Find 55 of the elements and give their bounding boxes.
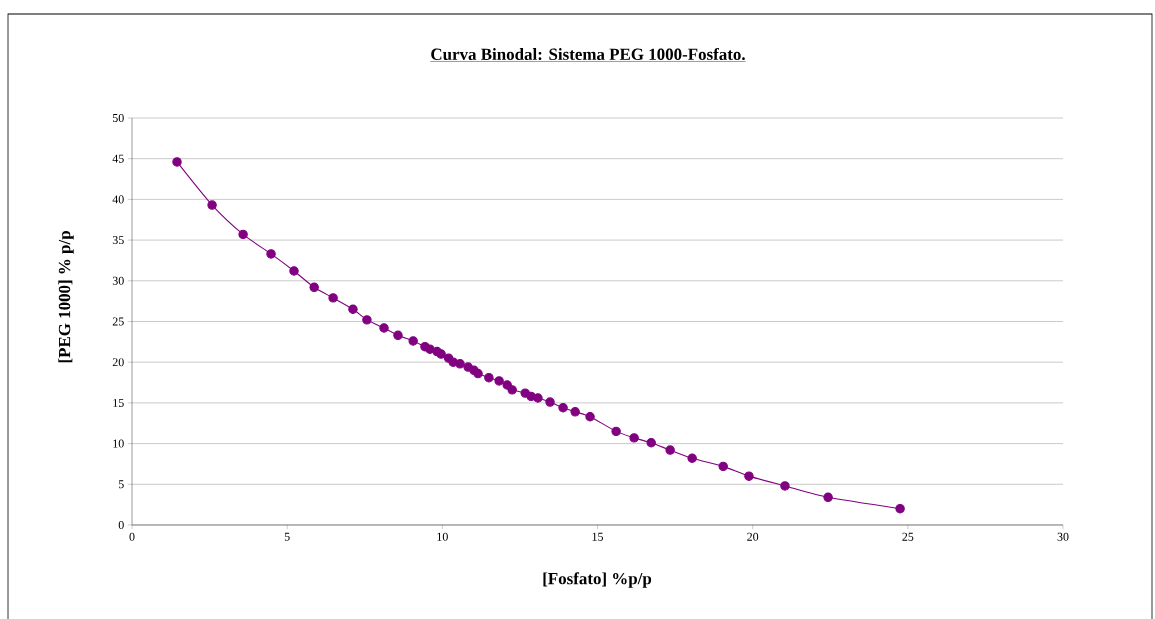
point — [328, 293, 338, 303]
point — [362, 315, 372, 325]
y-tick-label: 0 — [118, 520, 124, 530]
y-tick-label: 25 — [112, 317, 124, 326]
point — [545, 397, 555, 407]
y-tick-label: 10 — [113, 439, 124, 448]
y-tick-label: 45 — [112, 154, 124, 163]
point — [238, 229, 248, 240]
y-tick-label: 40 — [112, 195, 124, 204]
point — [823, 492, 833, 503]
point — [484, 372, 494, 383]
x-tick-label: 10 — [437, 532, 448, 541]
point — [309, 282, 319, 293]
point — [646, 438, 656, 448]
point — [718, 461, 728, 472]
chart-title: Curva Binodal: Sistema PEG 1000-Fosfato. — [431, 47, 745, 61]
x-tick-label: 0 — [129, 532, 135, 541]
x-axis-title: [Fosfato] %p/p — [543, 572, 652, 588]
point — [744, 471, 754, 481]
point — [408, 336, 418, 346]
point — [895, 503, 905, 514]
point — [436, 349, 446, 359]
point — [172, 157, 182, 167]
x-tick-label: 20 — [747, 532, 759, 541]
point — [348, 304, 358, 315]
y-tick-label: 30 — [112, 276, 124, 285]
x-tick-label: 15 — [592, 532, 604, 541]
y-tick-label: 15 — [113, 398, 124, 407]
point — [629, 433, 639, 443]
point — [585, 411, 595, 422]
point — [507, 385, 517, 395]
point — [533, 393, 543, 403]
y-axis-title: [PEG 1000] % p/p — [58, 231, 74, 363]
point — [665, 445, 675, 455]
point — [207, 200, 217, 210]
point — [425, 344, 435, 354]
point — [494, 376, 504, 386]
y-tick-label: 5 — [118, 480, 124, 489]
point — [393, 330, 403, 341]
y-tick-label: 50 — [112, 113, 124, 123]
point — [266, 249, 276, 259]
point — [455, 359, 465, 369]
x-tick-label: 25 — [902, 532, 914, 541]
point — [473, 368, 483, 379]
x-tick-label: 5 — [284, 532, 290, 541]
point — [289, 266, 299, 276]
point — [379, 323, 389, 333]
point — [780, 481, 790, 491]
point — [611, 426, 621, 437]
point — [558, 403, 568, 413]
x-tick-label: 30 — [1057, 532, 1069, 541]
y-tick-label: 35 — [112, 236, 124, 245]
point — [687, 453, 697, 463]
point — [570, 407, 580, 417]
y-tick-label: 20 — [112, 358, 124, 367]
